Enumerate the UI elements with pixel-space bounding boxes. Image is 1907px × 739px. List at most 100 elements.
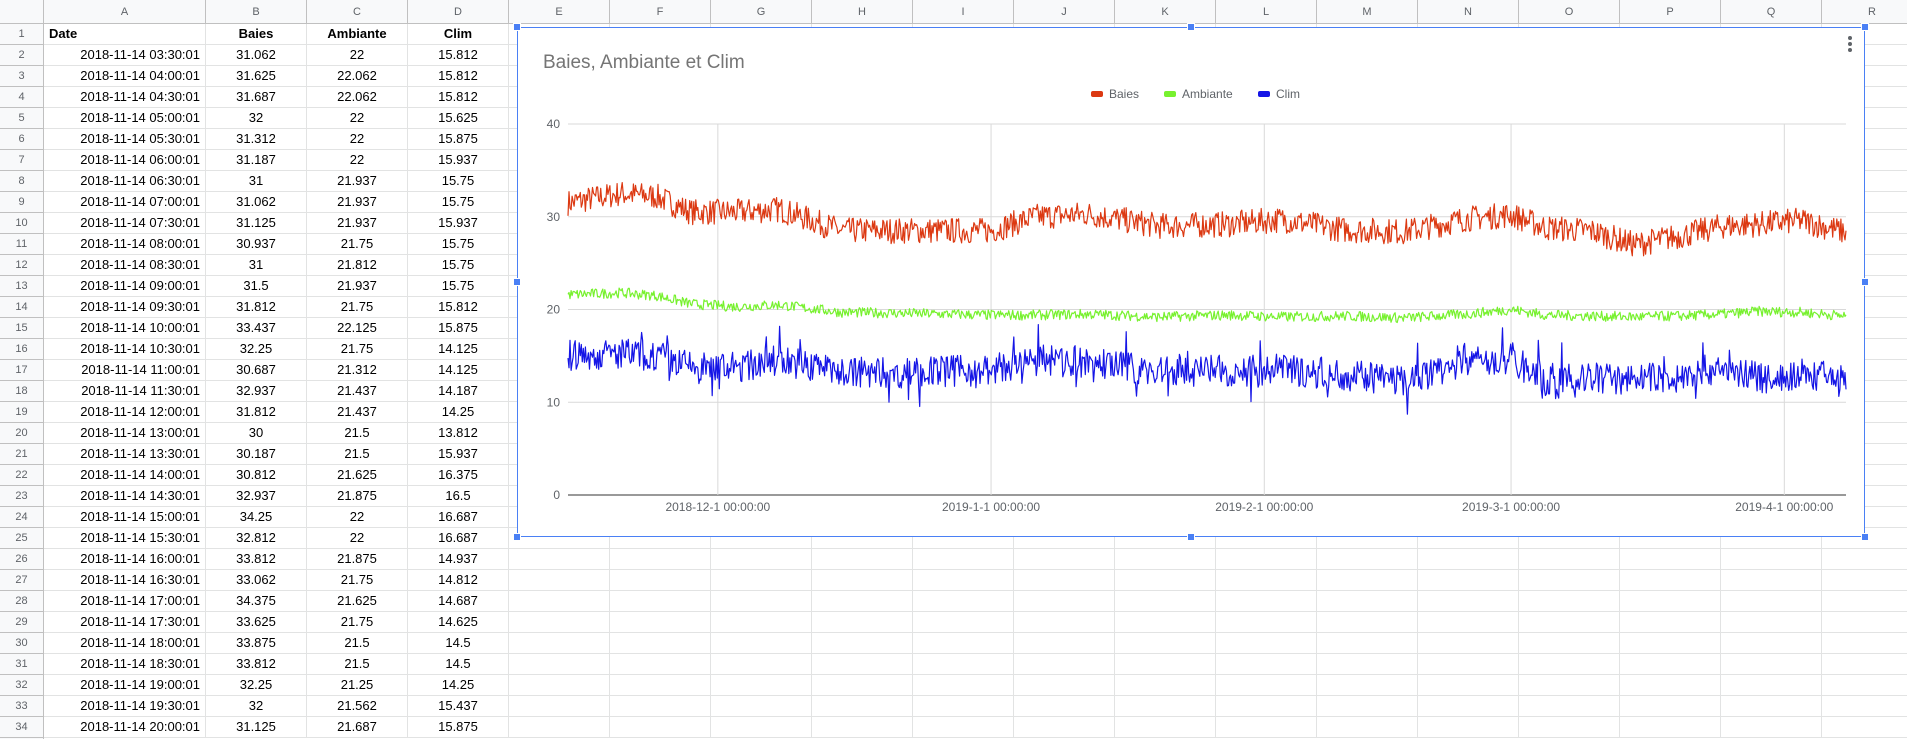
cell-empty[interactable] <box>1418 612 1519 632</box>
cell-empty[interactable] <box>1418 549 1519 569</box>
cell-clim[interactable]: 15.937 <box>408 444 509 464</box>
cell-empty[interactable] <box>509 675 610 695</box>
cell-empty[interactable] <box>509 612 610 632</box>
cell-empty[interactable] <box>1115 591 1216 611</box>
cell-clim[interactable]: 15.812 <box>408 66 509 86</box>
embedded-chart[interactable]: Baies, Ambiante et Clim Baies Ambiante Clim… <box>513 23 1869 541</box>
cell-empty[interactable] <box>1014 528 1115 548</box>
row-header[interactable]: 15 <box>0 318 43 339</box>
cell-empty[interactable] <box>610 612 711 632</box>
cell-baies[interactable]: 31.062 <box>206 192 307 212</box>
cell-clim[interactable]: 14.187 <box>408 381 509 401</box>
cell-date[interactable]: 2018-11-14 13:30:01 <box>44 444 206 464</box>
column-header-f[interactable]: F <box>610 0 711 24</box>
cell-empty[interactable] <box>1317 675 1418 695</box>
resize-handle[interactable] <box>513 533 521 541</box>
cell-baies[interactable]: 31.312 <box>206 129 307 149</box>
cell-date[interactable]: 2018-11-14 18:00:01 <box>44 633 206 653</box>
column-header-l[interactable]: L <box>1216 0 1317 24</box>
cell-ambiante[interactable]: 22 <box>307 528 408 548</box>
column-header-c[interactable]: C <box>307 0 408 24</box>
cell-ambiante[interactable]: 21.875 <box>307 549 408 569</box>
row-header[interactable]: 24 <box>0 507 43 528</box>
cell-clim[interactable]: 14.25 <box>408 402 509 422</box>
cell-empty[interactable] <box>1721 717 1822 737</box>
cell-empty[interactable] <box>1216 528 1317 548</box>
cell-ambiante[interactable]: 22 <box>307 108 408 128</box>
cell-empty[interactable] <box>1822 612 1907 632</box>
cell-clim[interactable]: 16.5 <box>408 486 509 506</box>
cell-date[interactable]: 2018-11-14 17:30:01 <box>44 612 206 632</box>
cell-baies[interactable]: 31.812 <box>206 402 307 422</box>
cell-ambiante[interactable]: 21.687 <box>307 717 408 737</box>
cell-date[interactable]: 2018-11-14 10:00:01 <box>44 318 206 338</box>
cell-empty[interactable] <box>509 654 610 674</box>
cell-ambiante[interactable]: 21.937 <box>307 276 408 296</box>
cell-empty[interactable] <box>711 717 812 737</box>
cell-empty[interactable] <box>1216 612 1317 632</box>
cell-ambiante[interactable]: 21.75 <box>307 612 408 632</box>
cell-baies[interactable]: 32.25 <box>206 339 307 359</box>
row-header[interactable]: 23 <box>0 486 43 507</box>
cell-date[interactable]: 2018-11-14 03:30:01 <box>44 45 206 65</box>
cell-empty[interactable] <box>1519 528 1620 548</box>
cell-ambiante[interactable]: 22.062 <box>307 66 408 86</box>
cell-empty[interactable] <box>1721 654 1822 674</box>
cell-baies[interactable]: 31.125 <box>206 213 307 233</box>
column-header-g[interactable]: G <box>711 0 812 24</box>
cell-empty[interactable] <box>1216 591 1317 611</box>
cell-empty[interactable] <box>1519 633 1620 653</box>
cell-empty[interactable] <box>812 549 913 569</box>
cell-date[interactable]: 2018-11-14 12:00:01 <box>44 402 206 422</box>
select-all-corner[interactable] <box>0 0 44 24</box>
cell-ambiante[interactable]: 21.5 <box>307 633 408 653</box>
column-header-a[interactable]: A <box>44 0 206 24</box>
cell-date[interactable]: Date <box>44 24 206 44</box>
cell-empty[interactable] <box>1418 717 1519 737</box>
cell-empty[interactable] <box>1014 675 1115 695</box>
row-header[interactable]: 32 <box>0 675 43 696</box>
cell-clim[interactable]: 15.75 <box>408 255 509 275</box>
row-header[interactable]: 7 <box>0 150 43 171</box>
cell-empty[interactable] <box>1115 654 1216 674</box>
cell-empty[interactable] <box>812 675 913 695</box>
cell-empty[interactable] <box>1216 633 1317 653</box>
cell-baies[interactable]: 33.437 <box>206 318 307 338</box>
cell-ambiante[interactable]: 22 <box>307 507 408 527</box>
cell-empty[interactable] <box>1620 612 1721 632</box>
cell-clim[interactable]: 14.812 <box>408 570 509 590</box>
cell-empty[interactable] <box>1620 528 1721 548</box>
cell-empty[interactable] <box>1317 717 1418 737</box>
cell-ambiante[interactable]: 21.75 <box>307 297 408 317</box>
resize-handle[interactable] <box>1187 23 1195 31</box>
cell-baies[interactable]: 30.187 <box>206 444 307 464</box>
cell-empty[interactable] <box>711 570 812 590</box>
cell-date[interactable]: 2018-11-14 08:30:01 <box>44 255 206 275</box>
cell-empty[interactable] <box>1721 528 1822 548</box>
cell-ambiante[interactable]: 21.312 <box>307 360 408 380</box>
resize-handle[interactable] <box>1861 533 1869 541</box>
row-header[interactable]: 25 <box>0 528 43 549</box>
cell-empty[interactable] <box>812 612 913 632</box>
cell-ambiante[interactable]: 21.562 <box>307 696 408 716</box>
row-header[interactable]: 16 <box>0 339 43 360</box>
cell-ambiante[interactable]: 21.937 <box>307 171 408 191</box>
cell-empty[interactable] <box>1721 612 1822 632</box>
cell-date[interactable]: 2018-11-14 11:00:01 <box>44 360 206 380</box>
row-header[interactable]: 17 <box>0 360 43 381</box>
cell-empty[interactable] <box>1822 633 1907 653</box>
cell-empty[interactable] <box>913 633 1014 653</box>
row-header[interactable]: 14 <box>0 297 43 318</box>
row-header[interactable]: 21 <box>0 444 43 465</box>
cell-empty[interactable] <box>1317 570 1418 590</box>
cell-date[interactable]: 2018-11-14 06:30:01 <box>44 171 206 191</box>
cell-empty[interactable] <box>610 675 711 695</box>
row-header[interactable]: 19 <box>0 402 43 423</box>
cell-empty[interactable] <box>1822 549 1907 569</box>
cell-empty[interactable] <box>1115 612 1216 632</box>
cell-clim[interactable]: 15.812 <box>408 297 509 317</box>
cell-ambiante[interactable]: 21.75 <box>307 570 408 590</box>
row-header[interactable]: 10 <box>0 213 43 234</box>
cell-clim[interactable]: 14.125 <box>408 339 509 359</box>
cell-empty[interactable] <box>1014 696 1115 716</box>
